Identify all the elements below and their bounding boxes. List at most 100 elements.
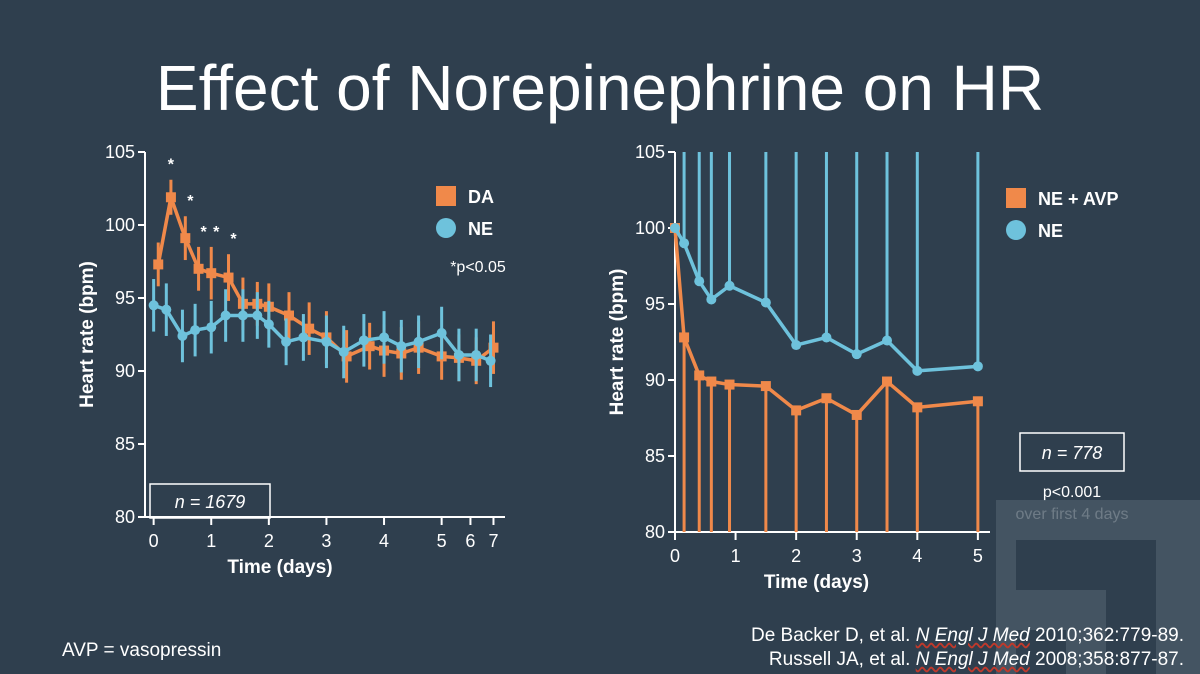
chart-left-y-tick-label-95: 95 [115,288,135,308]
chart-right-x-tick-label-2: 2 [791,546,801,566]
chart-left-x-tick-label-5: 5 [437,531,447,551]
chart-left-series-da-point-0 [153,259,164,270]
chart-right-series-ne-point-2 [694,276,705,287]
chart-right-series-ne-point-1 [679,238,690,249]
chart-left-y-tick-label-80: 80 [115,507,135,527]
chart-left-series-ne-point-6 [237,310,248,321]
chart-right-y-tick-label-105: 105 [635,142,665,162]
chart-right-x-tick-label-1: 1 [731,546,741,566]
chart-right-series-ne-point-10 [912,365,923,376]
chart-left-y-tick-label-90: 90 [115,361,135,381]
citations: De Backer D, et al. N Engl J Med 2010;36… [751,624,1184,672]
chart-right-series-ne-avp-point-2 [694,370,705,381]
chart-right-legend-ne-avp-label: NE + AVP [1038,189,1119,209]
chart-right-x-tick-label-4: 4 [912,546,922,566]
chart-right-series-ne-line [673,227,979,373]
chart-right-series-ne-avp-line [673,227,979,417]
chart-right-legend-ne-avp-swatch [1006,188,1026,208]
chart-left-y-tick-label-100: 100 [105,215,135,235]
chart-left-series-ne-point-0 [148,300,159,311]
chart-left-x-axis-title: Time (days) [227,557,332,578]
chart-right-y-tick-label-100: 100 [635,218,665,238]
chart-left-series-ne-point-18 [453,349,464,360]
citation-2: Russell JA, et al. N Engl J Med 2008;358… [751,648,1184,672]
chart-left-series-da-point-12 [341,351,352,362]
chart-left-y-tick-label-85: 85 [115,434,135,454]
chart-right-series-ne-avp-point-10 [912,402,923,413]
chart-right-series-ne-point-7 [821,332,832,343]
corner-decoration [996,500,1200,674]
chart-right-x-tick-label-3: 3 [852,546,862,566]
chart-left-series-ne-point-13 [358,335,369,346]
chart-left-series-da-point-10 [304,323,315,334]
chart-left-y-tick-label-105: 105 [105,142,135,162]
chart-left-series-ne-point-1 [161,304,172,315]
chart-left-series-da-point-3 [193,263,204,274]
chart-right-series-ne-avp-point-5 [760,381,771,392]
chart-right-series-ne-point-8 [851,349,862,360]
chart-right-y-tick-label-80: 80 [645,522,665,542]
chart-right-series-ne-point-9 [882,335,893,346]
citation-1-ref: 2010;362:779-89. [1035,625,1184,646]
citation-1: De Backer D, et al. N Engl J Med 2010;36… [751,624,1184,648]
chart-right-series-ne-point-6 [791,340,802,351]
chart-left-series-ne-point-8 [263,319,274,330]
chart-right-legend-ne-label: NE [1038,221,1063,241]
chart-left-series-da-point-20 [488,342,499,353]
chart-left-series-ne-point-9 [281,336,292,347]
chart-left-n-box [149,483,271,519]
citation-1-journal: N Engl J Med [915,625,1030,646]
chart-left-series-ne-point-17 [436,328,447,339]
chart-left-x-tick-label-0: 0 [149,531,159,551]
chart-left-series-ne-point-5 [220,310,231,321]
chart-left-x-tick-label-4: 4 [379,531,389,551]
chart-right-series-ne-point-4 [724,280,735,291]
chart-left-legend-ne-swatch [436,218,456,238]
chart-left-series-ne-point-7 [252,310,263,321]
chart-right-series-ne-avp-point-1 [679,332,690,343]
chart-left-significance-star-3: * [200,224,207,241]
chart-right-n-label: n = 778 [1042,443,1103,463]
chart-left-x-tick-label-1: 1 [206,531,216,551]
chart-left-x-tick-label-2: 2 [264,531,274,551]
chart-right-series-ne-avp-point-3 [706,376,717,387]
chart-left-y-axis-title: Heart rate (bpm) [77,261,98,408]
citation-2-author: Russell JA, et al. [768,649,911,670]
chart-right-legend-ne-swatch [1006,220,1026,240]
chart-left-series-da-point-1 [165,192,176,203]
chart-right-series-ne-avp-point-9 [882,376,893,387]
chart-left-x-tick-label-3: 3 [321,531,331,551]
chart-left-significance-note: *p<0.05 [450,259,506,276]
chart-left-n-label: n = 1679 [175,492,246,512]
chart-left-legend-da-label: DA [468,187,494,207]
slide-title: Effect of Norepinephrine on HR [155,52,1045,124]
chart-left-series-ne-point-20 [485,355,496,366]
chart-left-significance-star-2: * [187,193,194,210]
chart-right-y-tick-label-95: 95 [645,294,665,314]
chart-right-x-tick-label-5: 5 [973,546,983,566]
chart-right-n-box [1019,432,1125,472]
footnote-avp: AVP = vasopressin [62,640,222,661]
chart-left-hr-da-vs-ne: 80 85 90 95 100 105 0 1 2 3 4 5 6 7 Time (days) Heart r… [77,142,506,578]
chart-right-hr-neavp-vs-ne: 80 85 90 95 100 105 0 1 2 3 4 5 Time (days) Heart rat… [607,142,1128,593]
chart-right-p-note-line1: p<0.001 [1043,484,1101,501]
chart-right-series-ne-point-5 [760,297,771,308]
chart-left-series-ne-point-11 [321,336,332,347]
chart-right-series-ne-avp-point-4 [724,379,735,390]
chart-left-series-ne-point-10 [298,332,309,343]
chart-left-series-ne-point-3 [190,325,201,336]
chart-right-x-tick-label-0: 0 [670,546,680,566]
chart-right-series-ne-point-3 [706,294,717,305]
chart-left-legend-da-swatch [436,186,456,206]
citation-1-author: De Backer D, et al. [750,625,911,646]
citation-2-journal: N Engl J Med [915,649,1030,670]
chart-left-series-da-point-9 [284,310,294,321]
chart-left-series-ne-point-2 [177,330,188,341]
chart-right-series-ne-point-11 [972,361,983,372]
chart-right-series-ne-avp-point-6 [791,405,802,416]
chart-left-significance-star-5: * [230,231,237,248]
chart-left-series-ne-point-15 [396,341,407,352]
chart-left-series-da-point-2 [180,233,191,244]
chart-left-x-tick-label-6: 6 [465,531,475,551]
chart-left-series-da-point-13 [364,341,375,352]
